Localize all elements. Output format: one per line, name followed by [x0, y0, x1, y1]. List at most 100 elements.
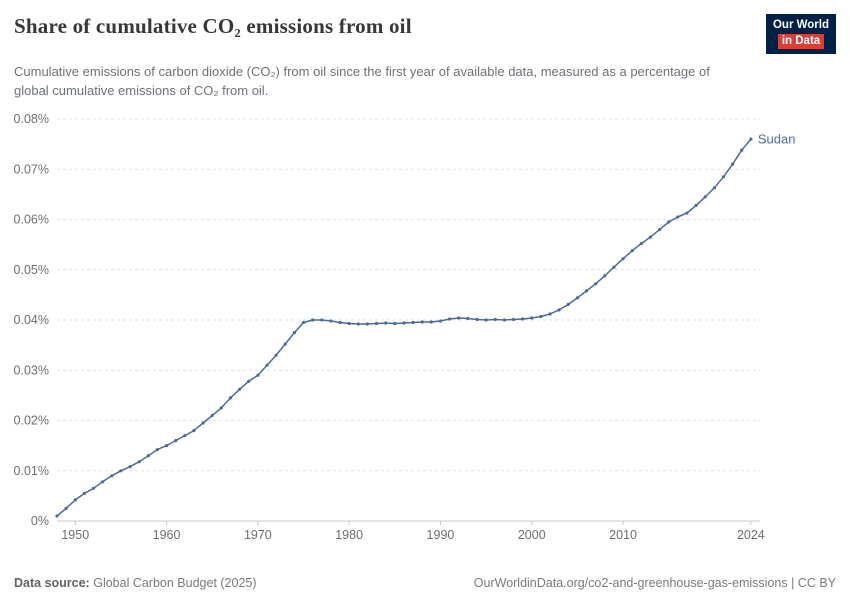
data-source-label: Data source:: [14, 576, 90, 590]
data-point[interactable]: [420, 320, 424, 324]
chart-subtitle: Cumulative emissions of carbon dioxide (…: [14, 64, 710, 98]
data-point[interactable]: [621, 256, 625, 260]
data-point[interactable]: [73, 497, 77, 502]
data-point[interactable]: [320, 318, 324, 322]
data-point[interactable]: [338, 320, 342, 324]
data-point[interactable]: [530, 316, 534, 320]
data-point[interactable]: [502, 318, 506, 322]
data-point[interactable]: [703, 194, 707, 199]
data-point[interactable]: [685, 211, 689, 215]
data-point[interactable]: [584, 288, 589, 293]
data-point[interactable]: [201, 421, 205, 425]
data-point[interactable]: [329, 319, 333, 323]
owid-logo-line-1: Our World: [772, 19, 829, 32]
x-tick-label: 1990: [427, 528, 455, 542]
data-point[interactable]: [101, 479, 105, 484]
data-point[interactable]: [137, 459, 141, 463]
data-point[interactable]: [557, 307, 561, 312]
y-tick-label: 0.05%: [14, 262, 49, 276]
data-point[interactable]: [667, 220, 671, 224]
data-point[interactable]: [165, 443, 169, 447]
owid-logo[interactable]: Our World in Data: [766, 14, 836, 54]
data-point[interactable]: [228, 395, 233, 400]
data-point[interactable]: [466, 316, 470, 320]
data-point[interactable]: [630, 248, 634, 252]
chart-footer: Data source: Global Carbon Budget (2025)…: [14, 570, 836, 600]
data-point[interactable]: [183, 433, 187, 437]
data-point[interactable]: [402, 321, 406, 325]
data-point[interactable]: [128, 464, 132, 468]
data-point[interactable]: [639, 241, 643, 245]
x-tick-label: 2000: [518, 528, 546, 542]
data-point[interactable]: [219, 405, 223, 410]
y-tick-label: 0.04%: [14, 313, 49, 327]
data-point[interactable]: [539, 314, 543, 318]
data-point[interactable]: [91, 486, 96, 490]
data-point[interactable]: [174, 438, 178, 442]
data-point[interactable]: [393, 321, 397, 325]
data-point[interactable]: [484, 318, 488, 322]
owid-logo-line-2: in Data: [777, 34, 825, 49]
data-point[interactable]: [238, 387, 242, 391]
data-point[interactable]: [594, 281, 598, 286]
data-point[interactable]: [365, 322, 369, 326]
x-tick-label: 1980: [335, 528, 363, 542]
data-point[interactable]: [192, 428, 196, 432]
data-point[interactable]: [64, 506, 68, 510]
data-point[interactable]: [110, 473, 114, 478]
data-point[interactable]: [155, 447, 159, 451]
data-point[interactable]: [119, 468, 123, 473]
data-point[interactable]: [374, 321, 379, 325]
series-label-sudan[interactable]: Sudan: [758, 131, 796, 146]
chart-area: 0% 0.01% 0.02% 0.03% 0.04% 0.05% 0.06% 0.07% 0.0…: [0, 103, 850, 570]
data-point[interactable]: [457, 316, 461, 320]
data-point[interactable]: [438, 319, 443, 323]
data-point[interactable]: [648, 235, 653, 239]
data-point[interactable]: [448, 317, 452, 321]
y-tick-label: 0.03%: [14, 363, 49, 377]
data-point[interactable]: [548, 312, 552, 316]
data-point[interactable]: [82, 491, 86, 495]
data-point[interactable]: [712, 185, 717, 190]
data-point[interactable]: [283, 342, 287, 346]
data-point[interactable]: [566, 302, 570, 306]
data-point[interactable]: [521, 317, 525, 321]
series-line-sudan[interactable]: [56, 138, 752, 517]
data-point[interactable]: [731, 162, 735, 166]
data-point[interactable]: [55, 514, 59, 518]
data-point[interactable]: [411, 320, 415, 324]
y-tick-label: 0.02%: [14, 413, 49, 427]
x-tick-label: 1970: [244, 528, 272, 542]
data-point[interactable]: [292, 330, 296, 334]
data-point[interactable]: [603, 273, 607, 278]
data-point[interactable]: [493, 317, 497, 321]
y-tick-label: 0.06%: [14, 212, 49, 226]
data-point[interactable]: [301, 320, 306, 324]
data-point[interactable]: [511, 317, 516, 321]
data-point[interactable]: [256, 373, 260, 377]
data-point[interactable]: [274, 353, 278, 357]
data-point[interactable]: [721, 174, 726, 179]
data-point[interactable]: [740, 148, 744, 152]
data-point[interactable]: [658, 227, 662, 231]
data-point[interactable]: [612, 265, 616, 269]
data-point[interactable]: [676, 215, 680, 219]
data-point[interactable]: [146, 453, 150, 457]
chart-svg[interactable]: 0% 0.01% 0.02% 0.03% 0.04% 0.05% 0.06% 0.07% 0.0…: [0, 103, 850, 555]
data-point[interactable]: [694, 203, 698, 207]
data-point[interactable]: [356, 322, 360, 326]
data-point[interactable]: [575, 295, 580, 300]
data-point[interactable]: [347, 321, 351, 325]
data-point[interactable]: [429, 320, 433, 324]
data-point[interactable]: [247, 379, 251, 383]
data-point[interactable]: [475, 317, 479, 321]
data-point[interactable]: [311, 318, 315, 322]
y-tick-label: 0.08%: [14, 112, 49, 126]
data-point[interactable]: [265, 363, 269, 367]
data-point[interactable]: [384, 321, 388, 325]
data-point[interactable]: [210, 413, 214, 417]
x-tick-label: 2010: [609, 528, 637, 542]
data-source-value: Global Carbon Budget (2025): [93, 576, 257, 590]
data-point[interactable]: [749, 137, 753, 141]
